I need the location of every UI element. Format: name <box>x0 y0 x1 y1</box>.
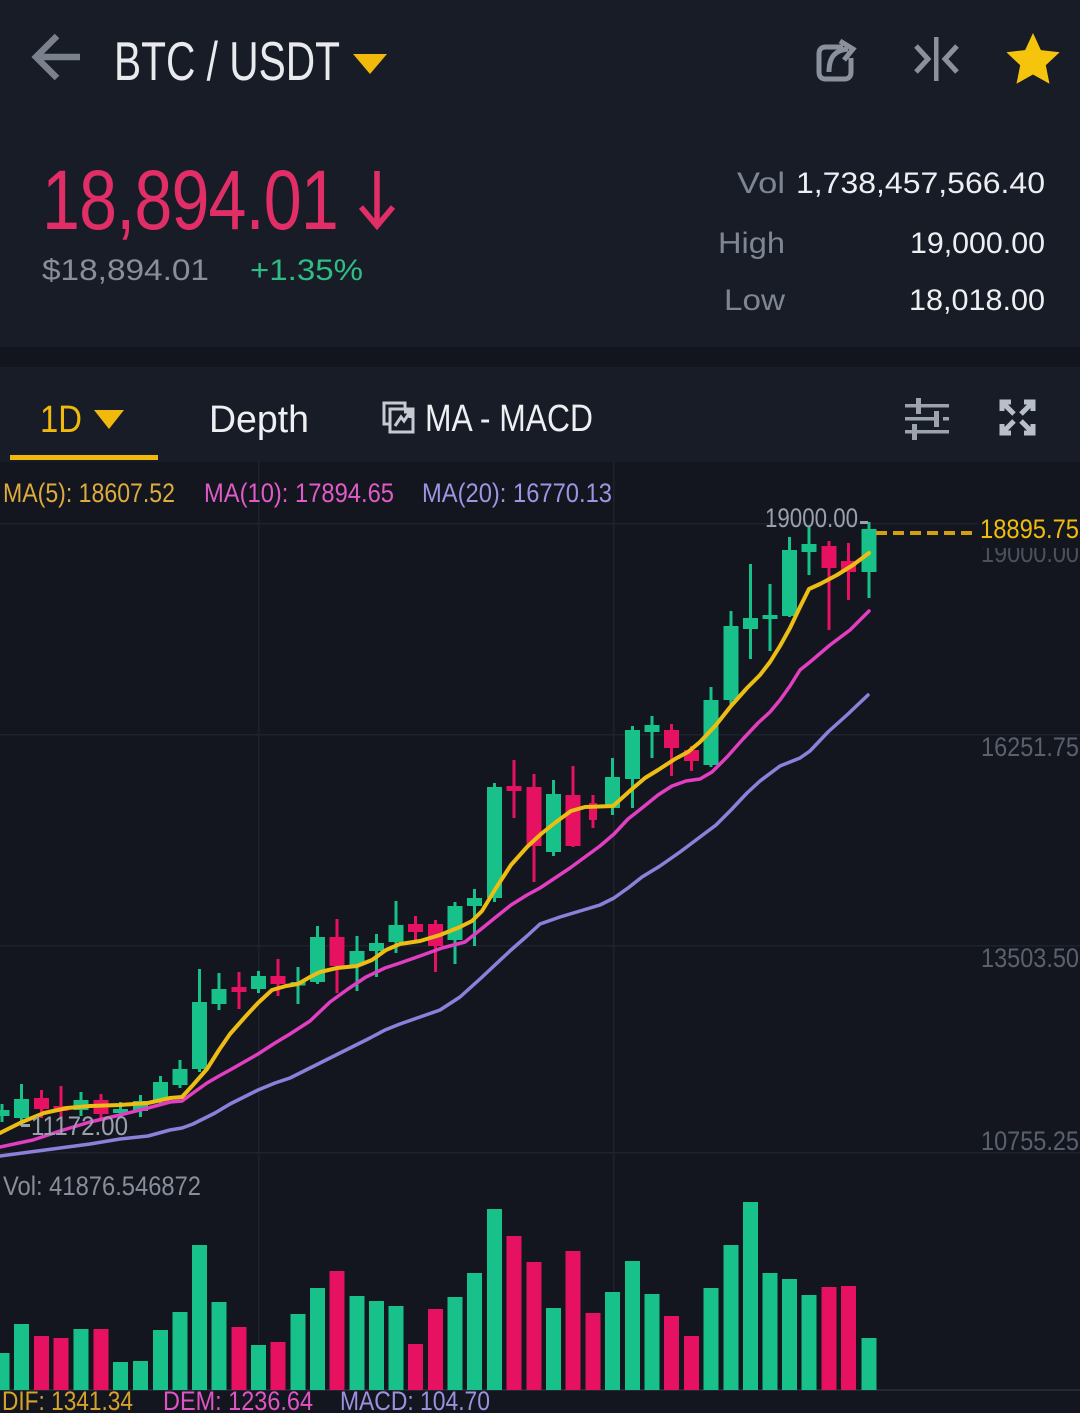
svg-text:1D: 1D <box>40 399 82 441</box>
svg-text:13503.50: 13503.50 <box>981 943 1079 973</box>
svg-text:19,000.00: 19,000.00 <box>910 227 1045 260</box>
svg-text:MA(5): 18607.52: MA(5): 18607.52 <box>3 478 175 508</box>
svg-text:18,894.01: 18,894.01 <box>42 153 338 247</box>
svg-text:10755.25: 10755.25 <box>981 1126 1079 1156</box>
svg-text:18,018.00: 18,018.00 <box>909 284 1045 317</box>
svg-text:19000.00: 19000.00 <box>765 503 858 533</box>
svg-text:+1.35%: +1.35% <box>250 254 363 287</box>
svg-text:$18,894.01: $18,894.01 <box>42 254 209 287</box>
svg-text:Vol: Vol <box>737 167 785 200</box>
svg-text:DEM: 1236.64: DEM: 1236.64 <box>163 1386 313 1413</box>
svg-text:16251.75: 16251.75 <box>981 732 1079 762</box>
svg-text:Low: Low <box>724 284 785 317</box>
svg-text:Vol: 41876.546872: Vol: 41876.546872 <box>3 1171 201 1201</box>
svg-text:Depth: Depth <box>209 399 309 441</box>
svg-text:BTC / USDT: BTC / USDT <box>114 30 340 92</box>
svg-text:1,738,457,566.40: 1,738,457,566.40 <box>796 167 1045 200</box>
svg-text:High: High <box>718 227 785 260</box>
svg-text:MA(20): 16770.13: MA(20): 16770.13 <box>422 478 612 508</box>
svg-text:DIF: 1341.34: DIF: 1341.34 <box>2 1386 133 1413</box>
svg-text:MACD: 104.70: MACD: 104.70 <box>340 1386 490 1413</box>
svg-text:11172.00: 11172.00 <box>31 1111 128 1141</box>
svg-text:MA - MACD: MA - MACD <box>425 398 593 440</box>
svg-text:MA(10): 17894.65: MA(10): 17894.65 <box>204 478 394 508</box>
svg-text:18895.75: 18895.75 <box>980 514 1079 544</box>
